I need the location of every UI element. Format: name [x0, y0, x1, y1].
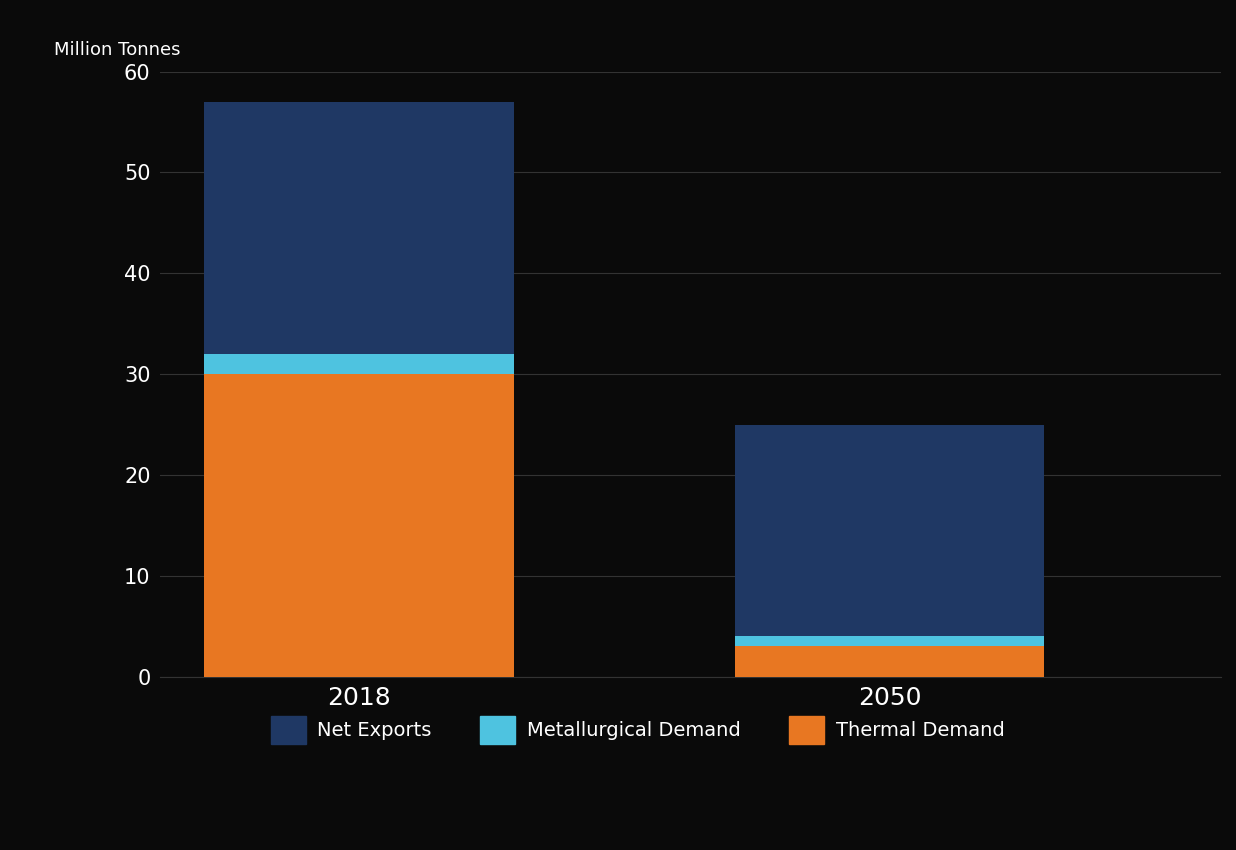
Bar [204, 354, 514, 374]
Bar [735, 424, 1044, 637]
Bar [204, 374, 514, 677]
Bar [735, 637, 1044, 646]
Text: Million Tonnes: Million Tonnes [54, 42, 180, 60]
Bar [735, 646, 1044, 677]
Legend: Net Exports, Metallurgical Demand, Thermal Demand: Net Exports, Metallurgical Demand, Therm… [263, 709, 1012, 751]
Bar [204, 102, 514, 354]
